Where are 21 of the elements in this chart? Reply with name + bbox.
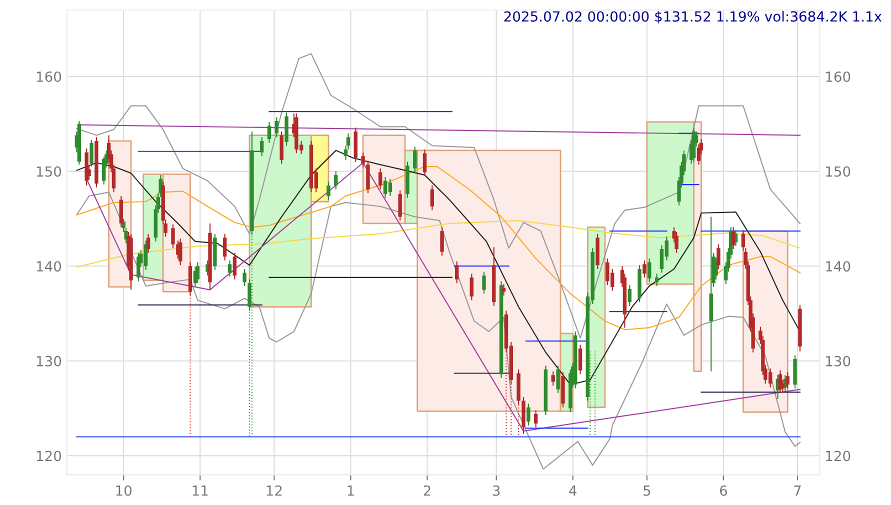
y2-tick-label: 140: [826, 261, 850, 272]
y-tick-label: 140: [36, 261, 62, 272]
x-tick-label: 2: [424, 485, 430, 496]
y-tick-label: 160: [36, 71, 62, 82]
x-tick-label: 5: [644, 486, 650, 496]
y-tick-label: 130: [36, 356, 62, 366]
y2-tick-label: 130: [826, 356, 850, 366]
x-tick-label: 1: [348, 486, 354, 496]
x-tick-label: 3: [492, 485, 500, 496]
y2-tick-label: 160: [826, 71, 850, 82]
x-tick-label: 6: [720, 485, 727, 496]
y2-tick-label: 120: [826, 450, 850, 462]
y-tick-label: 120: [36, 450, 62, 462]
x-tick-label: 7: [794, 486, 801, 496]
x-tick-label: 10: [116, 485, 132, 496]
x-tick-label: 12: [266, 485, 282, 496]
x-tick-label: 4: [569, 486, 577, 496]
chart-title: 2025.07.02 00:00:00 $131.52 1.19% vol:3684.2K 1.1x: [504, 10, 882, 24]
x-tick-label: 11: [192, 486, 208, 496]
y-tick-label: 150: [36, 166, 62, 177]
y2-tick-label: 150: [826, 166, 850, 177]
